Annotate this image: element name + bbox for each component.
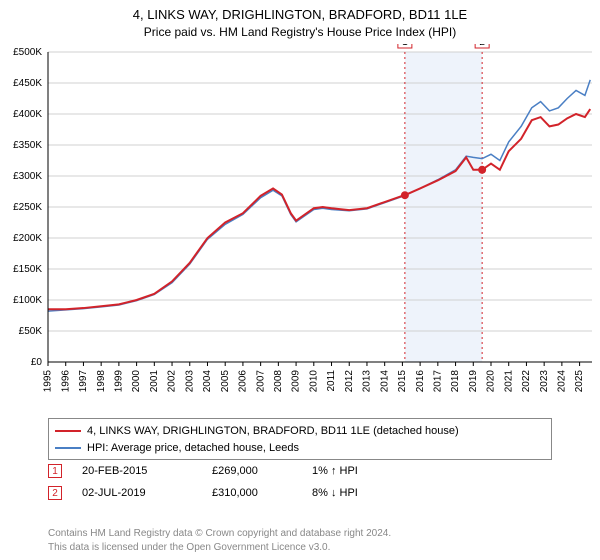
svg-text:2012: 2012: [344, 370, 355, 393]
event-diff: 1% ↑ HPI: [312, 465, 392, 477]
svg-text:£250K: £250K: [13, 202, 42, 213]
svg-text:1996: 1996: [60, 370, 71, 393]
footer-attribution: Contains HM Land Registry data © Crown c…: [48, 527, 391, 554]
svg-text:2016: 2016: [415, 370, 426, 393]
chart-area: £0 £50K £100K £150K £200K £250K £300K £350K £400…: [0, 44, 600, 414]
svg-text:2014: 2014: [379, 370, 390, 393]
chart-title: 4, LINKS WAY, DRIGHLINGTON, BRADFORD, BD…: [0, 0, 600, 40]
svg-text:£50K: £50K: [19, 326, 43, 337]
event-price: £269,000: [212, 465, 292, 477]
svg-text:1999: 1999: [114, 370, 125, 393]
svg-text:£300K: £300K: [13, 171, 42, 182]
title-line-2: Price paid vs. HM Land Registry's House …: [0, 24, 600, 40]
event-date: 02-JUL-2019: [82, 487, 192, 499]
event-price: £310,000: [212, 487, 292, 499]
svg-text:2015: 2015: [397, 370, 408, 393]
svg-text:£100K: £100K: [13, 295, 42, 306]
svg-text:2007: 2007: [255, 370, 266, 393]
svg-text:£150K: £150K: [13, 264, 42, 275]
legend: 4, LINKS WAY, DRIGHLINGTON, BRADFORD, BD…: [48, 418, 552, 460]
event-diff: 8% ↓ HPI: [312, 487, 392, 499]
svg-text:2004: 2004: [202, 370, 213, 393]
svg-text:2021: 2021: [503, 370, 514, 393]
footer-line-1: Contains HM Land Registry data © Crown c…: [48, 527, 391, 541]
legend-item: HPI: Average price, detached house, Leed…: [55, 440, 545, 457]
svg-text:2: 2: [479, 44, 485, 48]
legend-swatch: [55, 447, 81, 449]
svg-text:£450K: £450K: [13, 78, 42, 89]
svg-text:£400K: £400K: [13, 109, 42, 120]
footer-line-2: This data is licensed under the Open Gov…: [48, 541, 391, 555]
svg-text:£0: £0: [31, 357, 43, 368]
svg-text:2025: 2025: [574, 370, 585, 393]
svg-text:£350K: £350K: [13, 140, 42, 151]
svg-text:2023: 2023: [539, 370, 550, 393]
svg-text:1997: 1997: [78, 370, 89, 393]
sale-events: 1 20-FEB-2015 £269,000 1% ↑ HPI 2 02-JUL…: [48, 460, 552, 504]
svg-text:2010: 2010: [308, 370, 319, 393]
svg-text:1998: 1998: [96, 370, 107, 393]
svg-text:2022: 2022: [521, 370, 532, 393]
svg-text:2018: 2018: [450, 370, 461, 393]
svg-text:2003: 2003: [184, 370, 195, 393]
legend-item: 4, LINKS WAY, DRIGHLINGTON, BRADFORD, BD…: [55, 423, 545, 440]
event-marker-icon: 1: [48, 464, 62, 478]
event-row: 2 02-JUL-2019 £310,000 8% ↓ HPI: [48, 482, 552, 504]
svg-text:2008: 2008: [273, 370, 284, 393]
svg-text:2006: 2006: [238, 370, 249, 393]
svg-text:2024: 2024: [557, 370, 568, 393]
svg-text:1: 1: [402, 44, 408, 48]
event-date: 20-FEB-2015: [82, 465, 192, 477]
legend-label: 4, LINKS WAY, DRIGHLINGTON, BRADFORD, BD…: [87, 423, 459, 440]
line-chart-svg: £0 £50K £100K £150K £200K £250K £300K £350K £400…: [0, 44, 600, 414]
svg-text:2017: 2017: [432, 370, 443, 393]
svg-text:2011: 2011: [326, 370, 337, 392]
legend-label: HPI: Average price, detached house, Leed…: [87, 440, 299, 457]
event-row: 1 20-FEB-2015 £269,000 1% ↑ HPI: [48, 460, 552, 482]
event-marker-icon: 2: [48, 486, 62, 500]
title-line-1: 4, LINKS WAY, DRIGHLINGTON, BRADFORD, BD…: [0, 6, 600, 24]
svg-text:2000: 2000: [131, 370, 142, 393]
svg-text:£500K: £500K: [13, 47, 42, 58]
svg-text:2019: 2019: [468, 370, 479, 393]
svg-text:2002: 2002: [167, 370, 178, 393]
svg-text:1995: 1995: [43, 370, 54, 393]
legend-swatch: [55, 430, 81, 432]
svg-text:2020: 2020: [486, 370, 497, 393]
svg-text:2013: 2013: [362, 370, 373, 393]
svg-text:2009: 2009: [291, 370, 302, 393]
svg-text:2005: 2005: [220, 370, 231, 393]
svg-text:£200K: £200K: [13, 233, 42, 244]
svg-text:2001: 2001: [149, 370, 160, 393]
